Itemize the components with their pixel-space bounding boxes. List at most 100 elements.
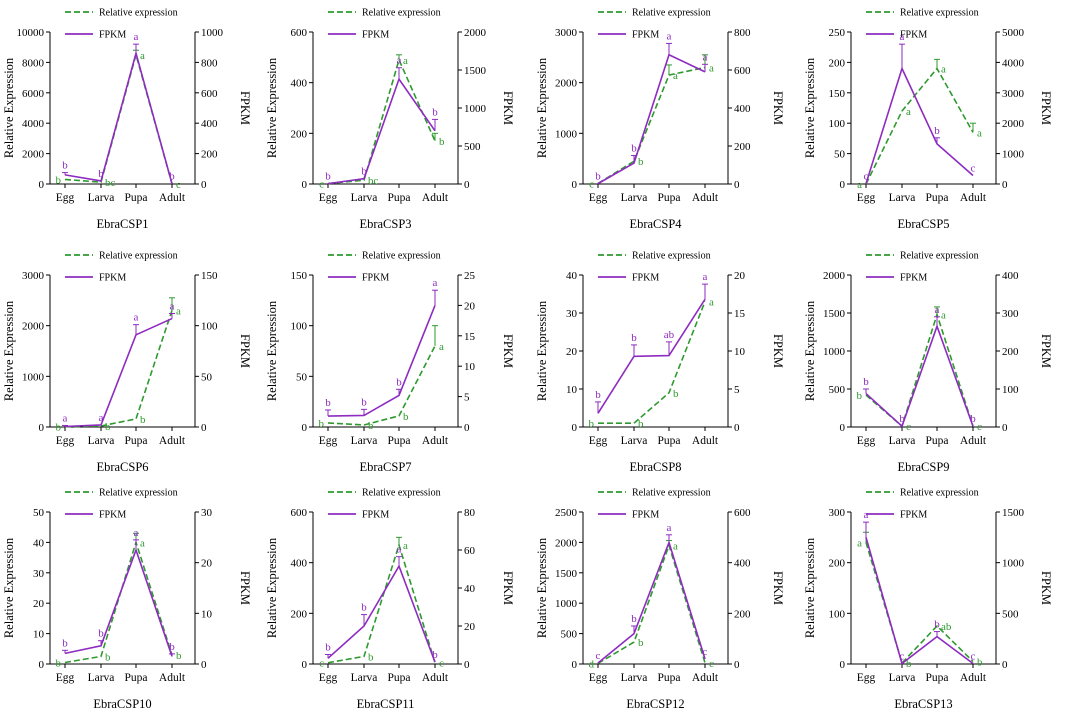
left-axis-title: Relative Expression: [265, 537, 279, 638]
left-tick-label: 2500: [555, 507, 578, 519]
significance-letter-relative: c: [439, 658, 444, 670]
x-tick-label: Adult: [159, 672, 186, 684]
right-tick-label: 100: [1002, 384, 1019, 396]
left-tick-label: 0: [572, 179, 578, 191]
legend-fpkm-label: FPKM: [900, 510, 927, 521]
significance-letter-relative: a: [403, 540, 408, 552]
left-tick-label: 50: [296, 371, 308, 383]
x-tick-label: Pupa: [658, 435, 681, 447]
significance-letter-fpkm: c: [900, 650, 905, 662]
legend-fpkm-label: FPKM: [632, 273, 659, 284]
x-tick-label: Larva: [88, 672, 115, 684]
left-tick-label: 30: [33, 568, 45, 580]
series-relative-line: [865, 542, 974, 665]
significance-letter-fpkm: a: [134, 527, 139, 539]
significance-letter-fpkm: a: [63, 412, 68, 424]
significance-letter-fpkm: a: [667, 522, 672, 534]
x-tick-label: Pupa: [658, 672, 681, 684]
left-tick-label: 1500: [555, 568, 578, 580]
left-axis-title: Relative Expression: [2, 537, 16, 638]
x-tick-label: Pupa: [125, 192, 148, 204]
left-tick-label: 0: [39, 422, 45, 434]
series-relative-line: [327, 345, 436, 426]
legend-fpkm-label: FPKM: [99, 510, 126, 521]
series-relative-line: [865, 67, 974, 185]
significance-letter-fpkm: b: [325, 171, 331, 183]
right-tick-label: 2000: [1002, 118, 1025, 130]
left-tick-label: 1500: [823, 308, 846, 320]
left-tick-label: 40: [566, 270, 578, 282]
series-fpkm-line: [64, 50, 173, 184]
series-fpkm-line: [597, 539, 706, 664]
panel-caption: EbraCSP13: [894, 697, 952, 711]
right-tick-label: 20: [201, 558, 213, 570]
legend-relative-label: Relative expression: [900, 251, 979, 262]
significance-letter-relative: ab: [941, 621, 952, 633]
significance-letter-fpkm: a: [433, 277, 438, 289]
left-axis-title: Relative Expression: [803, 300, 817, 401]
x-tick-label: Egg: [589, 672, 608, 684]
right-tick-label: 300: [1002, 308, 1019, 320]
significance-letter-relative: a: [140, 50, 145, 62]
significance-letter-fpkm: a: [134, 312, 139, 324]
right-axis-title: FPKM: [501, 334, 515, 368]
left-axis-title: Relative Expression: [803, 57, 817, 158]
right-tick-label: 200: [734, 608, 751, 620]
right-tick-label: 1500: [1002, 507, 1025, 519]
right-tick-label: 20: [464, 300, 476, 312]
significance-letter-relative: b: [56, 657, 62, 669]
significance-letter-relative: b: [368, 651, 374, 663]
left-tick-label: 20: [566, 346, 578, 358]
panel-caption: EbraCSP3: [359, 217, 411, 231]
significance-letter-relative: b: [56, 174, 62, 186]
legend-relative-label: Relative expression: [900, 488, 979, 499]
significance-letter-relative: a: [977, 127, 982, 139]
left-tick-label: 500: [561, 629, 578, 641]
series-fpkm-line: [597, 53, 706, 185]
right-tick-label: 800: [201, 57, 218, 69]
right-tick-label: 0: [734, 422, 740, 434]
right-tick-label: 80: [464, 507, 476, 519]
x-tick-label: Adult: [692, 672, 719, 684]
legend-fpkm-label: FPKM: [900, 273, 927, 284]
panel-caption: EbraCSP7: [359, 460, 411, 474]
left-tick-label: 2000: [555, 537, 578, 549]
left-tick-label: 0: [572, 422, 578, 434]
left-tick-label: 0: [302, 659, 308, 671]
significance-letter-relative: a: [906, 106, 911, 118]
left-tick-label: 6000: [22, 88, 45, 100]
right-tick-label: 400: [734, 558, 751, 570]
panel-ebracsp3: 0 200 400 600 0 500 1000 1500 2000 Egg Larva Pupa Ad…: [265, 8, 515, 232]
significance-letter-fpkm: ab: [664, 329, 675, 341]
right-axis-title: FPKM: [238, 334, 252, 368]
x-tick-label: Adult: [422, 435, 449, 447]
series-relative-line: [865, 311, 974, 428]
right-tick-label: 500: [464, 141, 481, 153]
panel-ebracsp11: 0 200 400 600 0 20 40 60 80 Egg Larva Pupa Adult Rela…: [265, 488, 515, 712]
left-tick-label: 10: [566, 384, 578, 396]
series-relative-line: [327, 57, 436, 185]
series-relative-line: [64, 310, 173, 428]
legend-fpkm-label: FPKM: [632, 30, 659, 41]
legend-relative-label: Relative expression: [99, 488, 178, 499]
x-tick-label: Egg: [56, 435, 75, 447]
panel-caption: EbraCSP4: [629, 217, 682, 231]
legend-fpkm-label: FPKM: [99, 273, 126, 284]
significance-letter-fpkm: b: [595, 389, 601, 401]
legend-fpkm-label: FPKM: [362, 30, 389, 41]
legend-relative-label: Relative expression: [900, 8, 979, 19]
right-tick-label: 150: [201, 270, 218, 282]
left-tick-label: 2000: [22, 321, 45, 333]
right-tick-label: 0: [734, 659, 740, 671]
x-tick-label: Larva: [88, 192, 115, 204]
x-tick-label: Adult: [692, 192, 719, 204]
x-tick-label: Adult: [159, 192, 186, 204]
significance-letter-fpkm: b: [169, 641, 175, 653]
right-tick-label: 5: [464, 392, 470, 404]
x-tick-label: Egg: [319, 192, 338, 204]
right-tick-label: 0: [201, 422, 207, 434]
right-tick-label: 3000: [1002, 88, 1025, 100]
significance-letter-fpkm: b: [361, 396, 367, 408]
significance-letter-relative: b: [368, 420, 374, 432]
legend-fpkm-label: FPKM: [362, 510, 389, 521]
